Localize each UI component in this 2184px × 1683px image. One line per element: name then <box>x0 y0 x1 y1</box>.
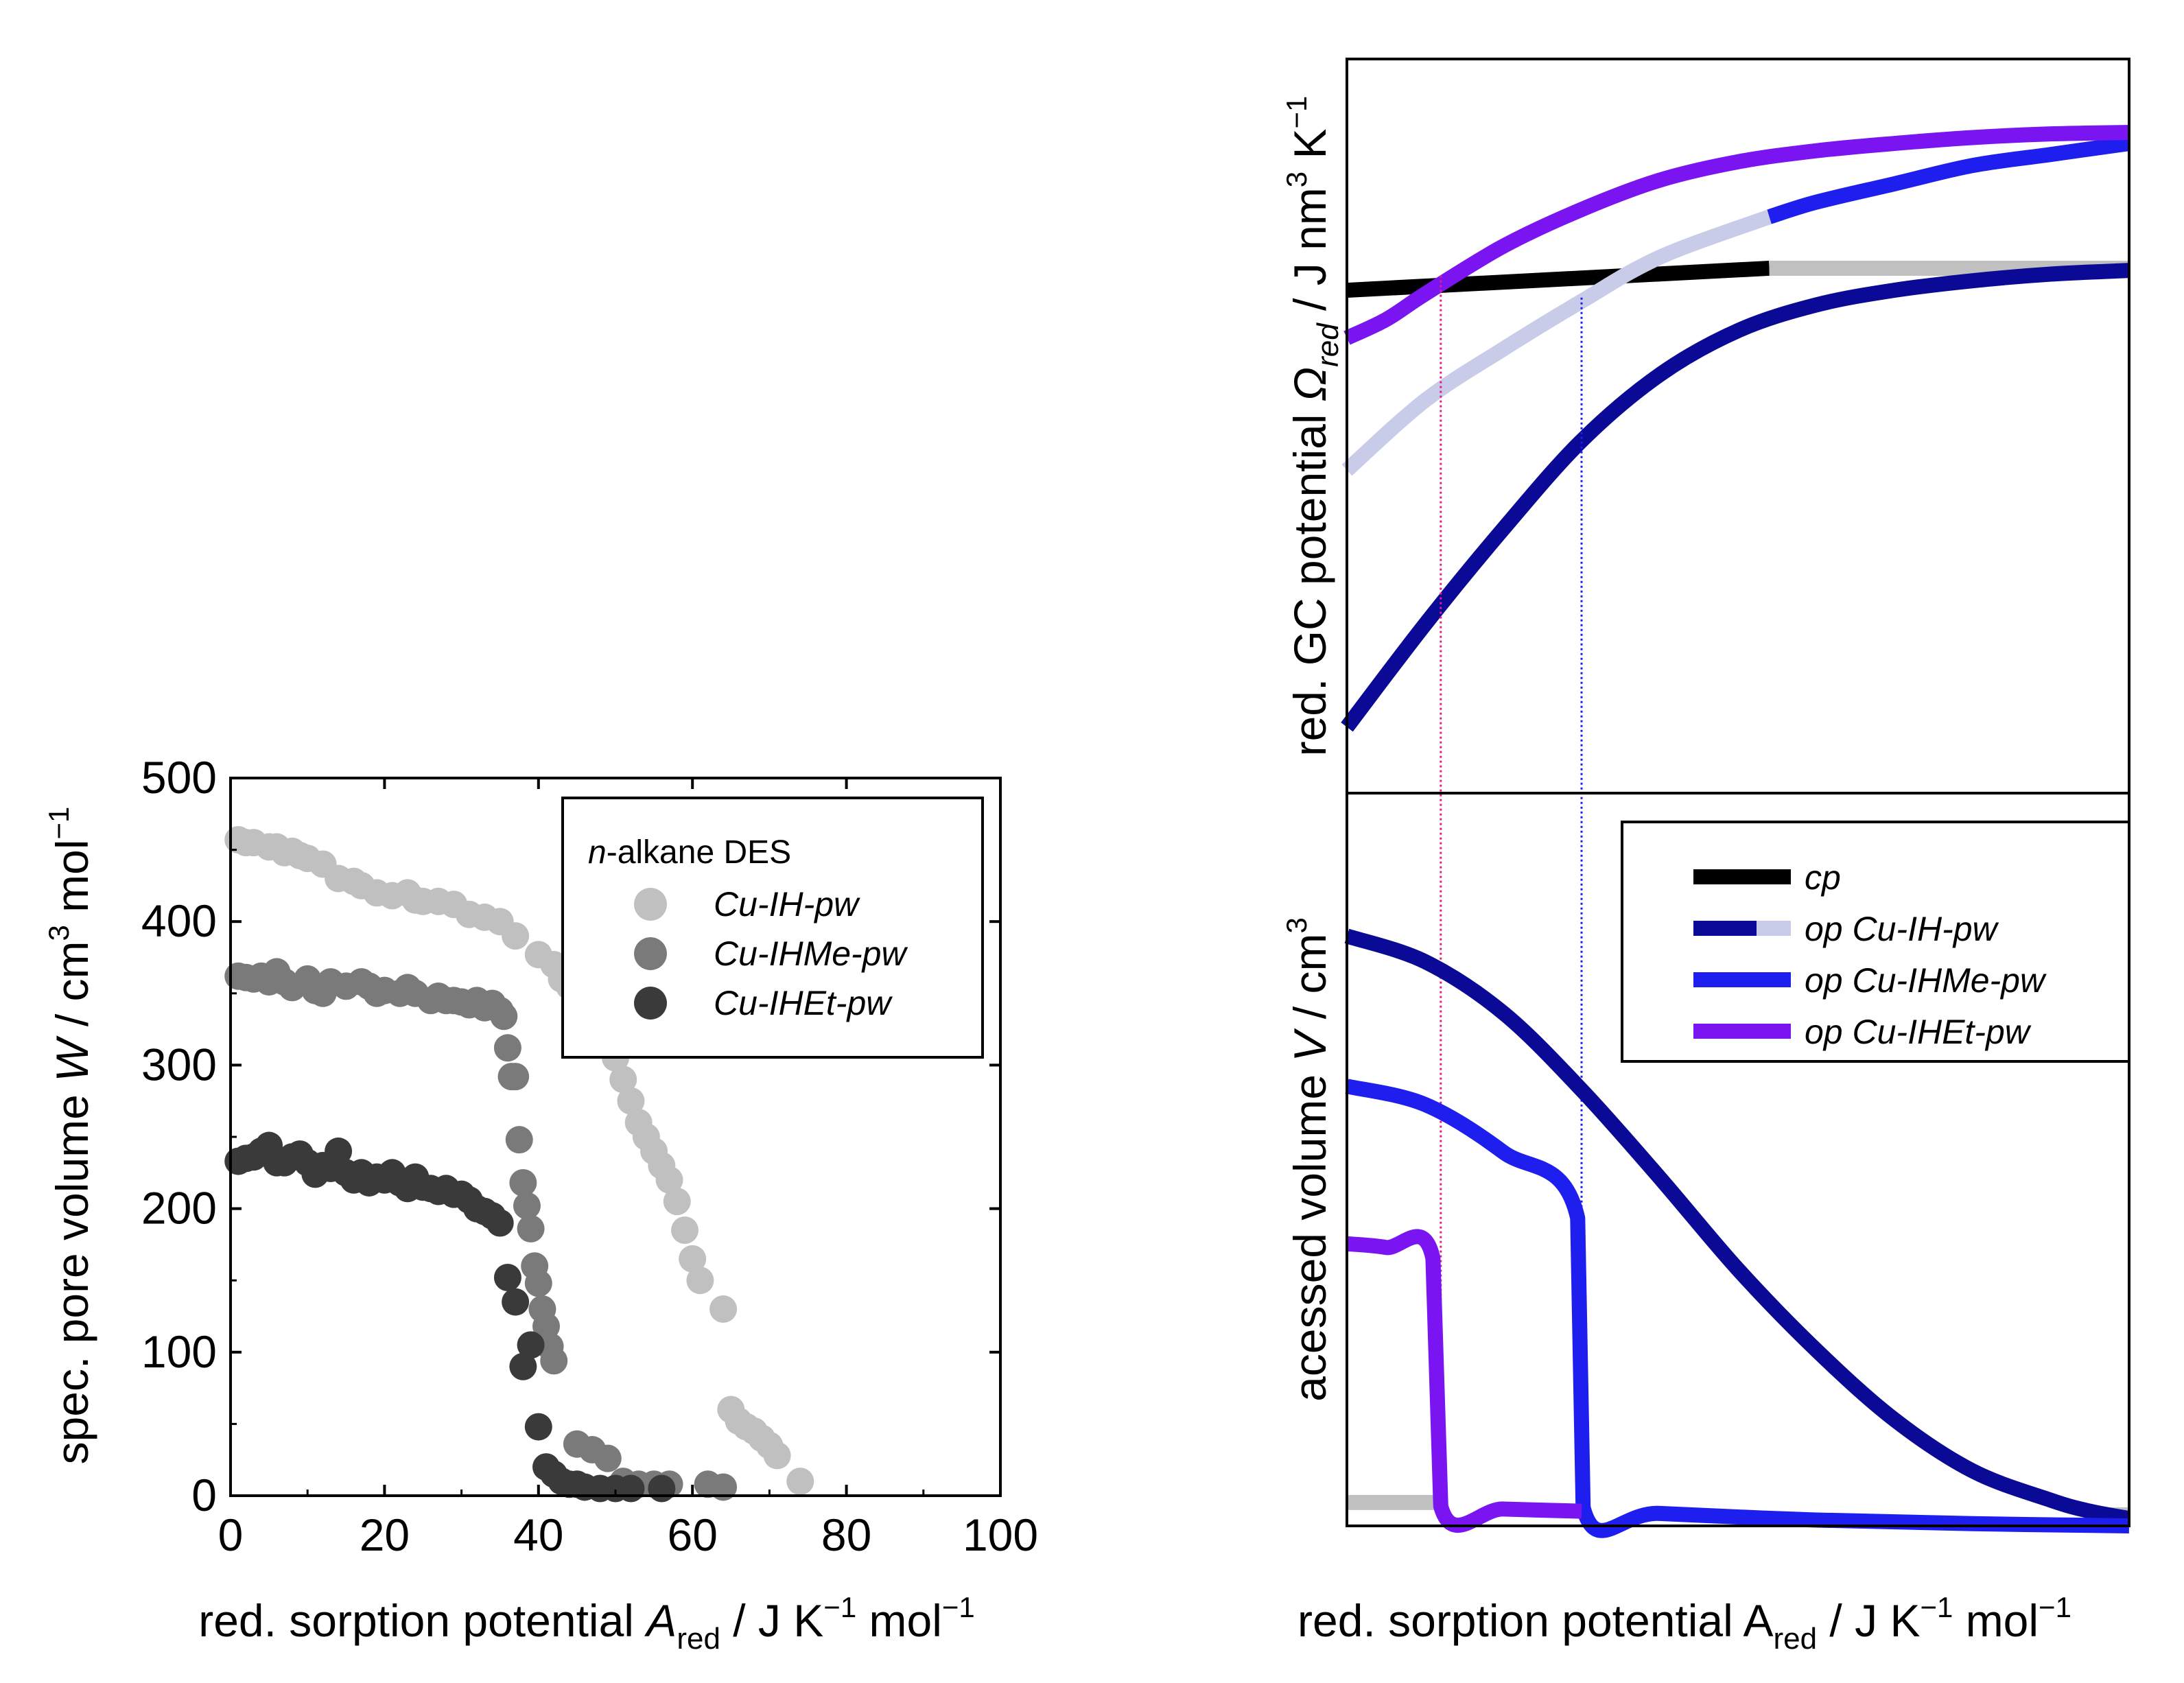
legend-label-cu-ihet: Cu-IHEt-pw <box>714 984 893 1022</box>
legend-title-rest: -alkane DES <box>607 834 791 871</box>
legend-label-cp: cp <box>1805 858 1841 897</box>
y-tick-label: 100 <box>141 1326 217 1377</box>
right-bottom-lines <box>1344 928 2131 1538</box>
series-cu-ih-pw <box>224 825 814 1496</box>
series-cu-ihme-pw <box>224 958 738 1501</box>
point-cu-ihet-pw <box>486 1209 514 1237</box>
legend-label-cu-ih: Cu-IH-pw <box>714 885 860 923</box>
right-bottom-plot-frame <box>1346 792 2130 1527</box>
left-x-axis-label: red. sorption potential Ared / J K−1 mol… <box>198 1591 975 1656</box>
left-data-points <box>224 825 814 1503</box>
legend-marker-cu-ihet <box>634 987 667 1020</box>
point-cu-ih-pw <box>670 1216 698 1244</box>
left-legend-box <box>561 797 984 1059</box>
legend-label-op-cu-ihet: op Cu-IHEt-pw <box>1805 1013 2032 1051</box>
point-cu-ihme-pw <box>513 1192 541 1220</box>
legend-label-op-cu-ihme: op Cu-IHMe-pw <box>1805 961 2047 1000</box>
line-op-cu-ihet-pw <box>1343 125 2130 345</box>
x-tick-label: 80 <box>821 1509 871 1560</box>
point-cu-ih-pw <box>617 1087 645 1115</box>
x-tick-label: 100 <box>963 1509 1038 1560</box>
point-cu-ihme-pw <box>502 1063 530 1091</box>
line-op-cu-ihet-pw <box>1346 1229 1582 1533</box>
right-legend-box <box>1621 821 2130 1063</box>
point-cu-ihet-pw <box>502 1288 530 1316</box>
point-cu-ihme-pw <box>709 1473 738 1501</box>
point-cu-ih-pw <box>679 1245 707 1273</box>
point-cu-ihet-pw <box>509 1352 537 1380</box>
line-op-cu-ihme-pw-faded <box>1341 209 1772 476</box>
y-tick-label: 400 <box>141 895 217 946</box>
legend-title-var: n <box>588 834 607 871</box>
point-cu-ihme-pw <box>594 1444 622 1472</box>
line-op-cu-ihme-pw <box>1767 136 2130 224</box>
line-cp <box>1346 260 1770 298</box>
right-bottom-x-axis-label: red. sorption potential Ared / J K−1 mol… <box>1298 1591 2071 1656</box>
right-top-y-axis-label: red. GC potential Ωred / J nm3 K−1 <box>1280 96 1345 757</box>
left-x-ticks: 0 20 40 60 80 100 <box>218 778 1038 1560</box>
right-legend: cp op Cu-IH-pw op Cu-IHMe-pw op Cu-IHEt-… <box>1621 821 2130 1063</box>
legend-marker-cu-ih <box>634 888 667 921</box>
left-y-ticks: 0 100 200 300 400 500 <box>141 752 1000 1520</box>
point-cu-ihme-pw <box>490 1002 518 1031</box>
point-cu-ihme-pw <box>540 1347 568 1375</box>
y-tick-label: 200 <box>141 1183 217 1234</box>
point-cu-ih-pw <box>655 1166 683 1194</box>
legend-label-cu-ihme: Cu-IHMe-pw <box>714 934 908 973</box>
point-cu-ihet-pw <box>617 1474 645 1503</box>
point-cu-ihet-pw <box>493 1264 521 1292</box>
point-cu-ihet-pw <box>524 1413 552 1441</box>
point-cu-ihme-pw <box>509 1168 537 1197</box>
point-cu-ih-pw <box>786 1468 814 1496</box>
left-scatter-chart: 0 20 40 60 80 100 0 100 200 300 400 500 n-alkane D… <box>43 752 1038 1656</box>
x-tick-label: 0 <box>218 1509 244 1560</box>
right-bottom-line-chart: cp op Cu-IH-pw op Cu-IHMe-pw op Cu-IHEt-… <box>1280 792 2131 1656</box>
point-cu-ihme-pw <box>524 1269 552 1297</box>
point-cu-ihme-pw <box>505 1126 533 1154</box>
x-tick-label: 20 <box>360 1509 410 1560</box>
point-cu-ih-pw <box>663 1188 691 1216</box>
legend-marker-cu-ihme <box>634 937 667 970</box>
line-op-cu-ihme-pw <box>1345 1079 2130 1538</box>
line-op-cu-ih-pw <box>1341 263 2130 732</box>
legend-label-op-cu-ih: op Cu-IH-pw <box>1805 910 1999 948</box>
line-op-cu-ih-pw <box>1344 928 2131 1527</box>
y-tick-label: 0 <box>191 1470 217 1520</box>
y-tick-label: 500 <box>141 752 217 803</box>
right-top-lines <box>1341 125 2130 732</box>
point-cu-ihet-pw <box>325 1137 353 1165</box>
x-tick-label: 60 <box>667 1509 717 1560</box>
point-cu-ihme-pw <box>493 1034 521 1062</box>
x-tick-label: 40 <box>513 1509 563 1560</box>
series-cu-ihet-pw <box>224 1131 676 1503</box>
point-cu-ih-pw <box>709 1295 738 1323</box>
right-bottom-y-axis-label: acessed volume V / cm3 <box>1280 917 1335 1402</box>
point-cu-ihet-pw <box>648 1474 676 1503</box>
point-cu-ihme-pw <box>517 1214 545 1243</box>
point-cu-ih-pw <box>609 1066 637 1094</box>
point-cu-ih-pw <box>763 1441 791 1470</box>
point-cu-ihet-pw <box>517 1331 545 1359</box>
point-cu-ih-pw <box>502 922 530 950</box>
point-cu-ih-pw <box>686 1267 714 1295</box>
left-y-axis-label: spec. pore volume W / cm3 mol−1 <box>43 807 97 1465</box>
left-legend: n-alkane DES Cu-IH-pw Cu-IHMe-pw Cu-IHEt… <box>561 797 984 1059</box>
legend-title: n-alkane DES <box>588 834 791 871</box>
right-top-line-chart: red. GC potential Ωred / J nm3 K−1 <box>1280 58 2130 1503</box>
y-tick-label: 300 <box>141 1039 217 1090</box>
